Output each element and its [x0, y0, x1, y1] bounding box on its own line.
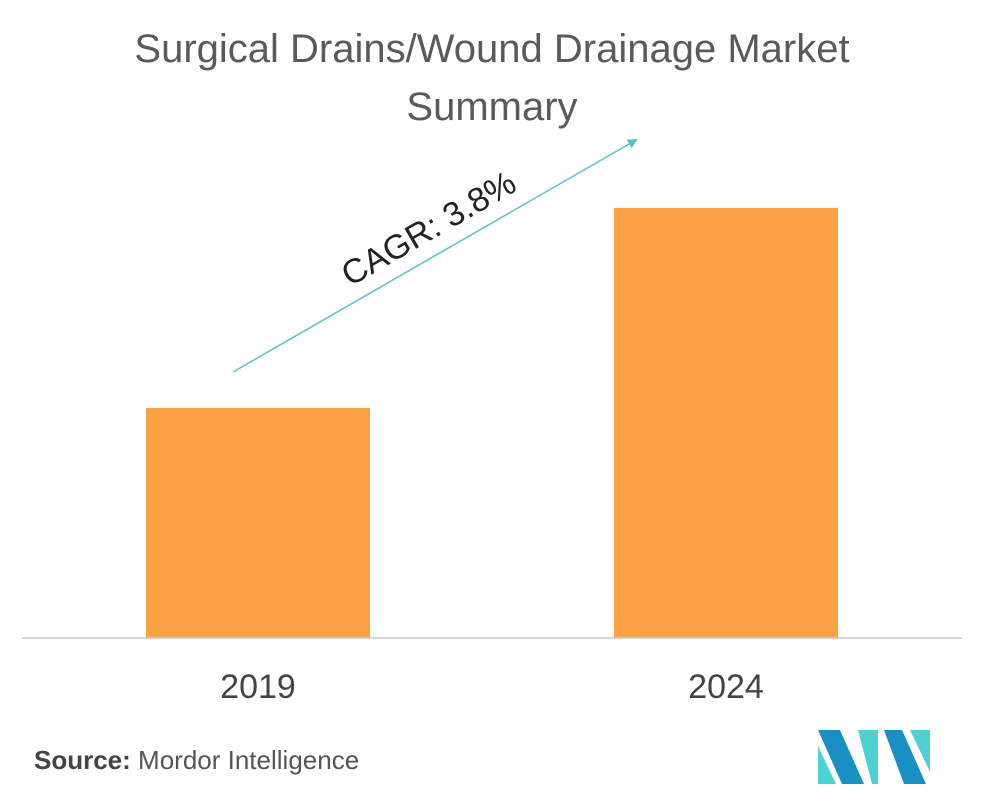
bar-2019 [146, 408, 370, 638]
logo-left-bar [818, 746, 836, 784]
cagr-annotation: CAGR: 3.8% [335, 164, 523, 294]
cagr-arrow [232, 139, 638, 373]
logo-left-shape [818, 730, 864, 784]
x-tick-label-2024: 2024 [688, 668, 764, 706]
x-tick-label-2019: 2019 [220, 668, 296, 706]
bar-2024 [614, 207, 838, 638]
source-note: Source: Mordor Intelligence [34, 745, 359, 776]
logo-mid-shape [858, 730, 878, 784]
source-label: Source: [34, 745, 131, 775]
logo-right-shape [884, 730, 926, 784]
logo-right-bar [910, 730, 930, 772]
chart-title: Surgical Drains/Wound Drainage Market Su… [134, 27, 850, 129]
mordor-intelligence-logo-icon [818, 730, 930, 784]
source-value: Mordor Intelligence [138, 745, 360, 775]
